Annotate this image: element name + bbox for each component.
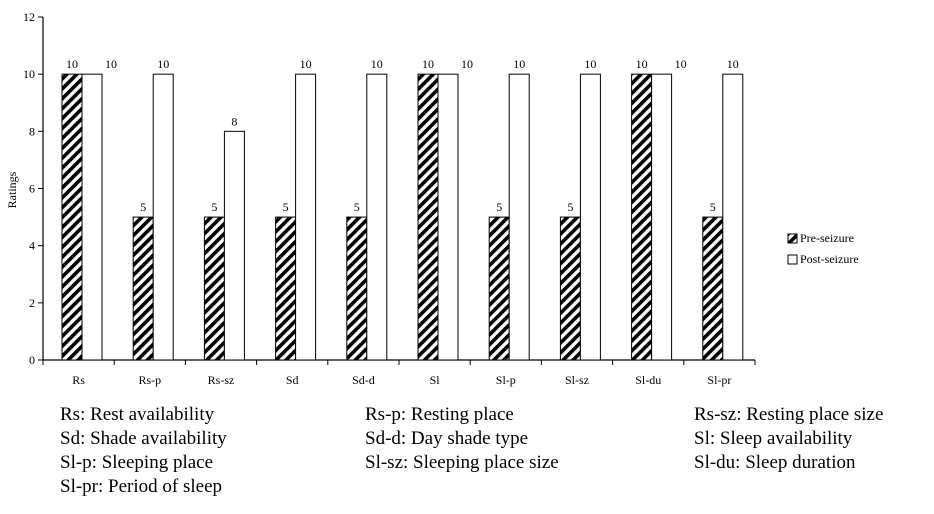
bar-pre-seizure — [417, 73, 439, 361]
abbrev-rs-sz: Rs-sz: Resting place size — [694, 404, 884, 425]
abbrev-sl-sz: Sl-sz: Sleeping place size — [365, 452, 559, 473]
x-tick-label: Rs-p — [138, 373, 161, 387]
y-tick-label: 4 — [29, 239, 35, 253]
bar-post-seizure — [579, 73, 601, 361]
data-label-post-seizure: 10 — [157, 57, 169, 71]
chart-legend: Pre-seizure Post-seizure — [787, 231, 859, 266]
y-tick-label: 0 — [29, 353, 35, 367]
bar-post-seizure — [81, 73, 103, 361]
data-label-pre-seizure: 5 — [496, 200, 502, 214]
bar-post-seizure — [366, 73, 388, 361]
bar-pre-seizure — [488, 216, 510, 361]
data-label-post-seizure: 8 — [231, 114, 237, 128]
data-label-pre-seizure: 5 — [211, 200, 217, 214]
y-tick-label: 6 — [29, 182, 35, 196]
bar-pre-seizure — [275, 216, 297, 361]
data-label-pre-seizure: 10 — [66, 57, 78, 71]
legend-swatch-post-seizure — [787, 254, 798, 265]
abbrev-sd-d: Sd-d: Day shade type — [365, 428, 529, 449]
x-tick-label: Sl-pr — [707, 373, 731, 387]
abbrev-sl-p: Sl-p: Sleeping place — [60, 452, 214, 473]
abbrev-sl: Sl: Sleep availability — [694, 428, 853, 449]
data-label-pre-seizure: 5 — [567, 200, 573, 214]
legend-label-pre-seizure: Pre-seizure — [800, 231, 854, 245]
bar-chart: 0 2 4 6 8 10 12 Rs Rs-p Rs-sz Sd Sd-d Sl Sl-p Sl-sz Sl-… — [5, 10, 859, 387]
data-label-post-seizure: 10 — [727, 57, 739, 71]
bar-pre-seizure — [631, 73, 653, 361]
bar-post-seizure — [651, 73, 673, 361]
bar-post-seizure — [722, 73, 744, 361]
bar-pre-seizure — [203, 216, 225, 361]
x-tick-label: Sd-d — [352, 373, 375, 387]
bar-pre-seizure — [61, 73, 83, 361]
bar-pre-seizure — [132, 216, 154, 361]
data-label-post-seizure: 10 — [300, 57, 312, 71]
legend-swatch-pre-seizure — [787, 233, 798, 244]
bar-post-seizure — [295, 73, 317, 361]
abbrev-sl-du: Sl-du: Sleep duration — [694, 452, 856, 473]
y-axis-label: Ratings — [5, 171, 19, 208]
data-label-pre-seizure: 5 — [283, 200, 289, 214]
abbrev-rs-p: Rs-p: Resting place — [365, 404, 514, 425]
data-label-pre-seizure: 10 — [636, 57, 648, 71]
data-label-pre-seizure: 5 — [710, 200, 716, 214]
abbrev-sl-pr: Sl-pr: Period of sleep — [60, 476, 223, 497]
x-tick-label: Sl-sz — [565, 373, 589, 387]
abbrev-sd: Sd: Shade availability — [60, 428, 227, 449]
data-label-post-seizure: 10 — [461, 57, 473, 71]
data-label-pre-seizure: 10 — [422, 57, 434, 71]
bar-post-seizure — [508, 73, 530, 361]
data-label-pre-seizure: 5 — [140, 200, 146, 214]
chart-data-labels: 10 10 5 10 5 8 5 10 5 10 10 10 5 10 5 10 10 10 5 10 — [66, 57, 739, 214]
bar-post-seizure — [437, 73, 459, 361]
y-tick-label: 2 — [29, 296, 35, 310]
x-tick-label: Sd — [286, 373, 299, 387]
bar-post-seizure — [152, 73, 174, 361]
data-label-post-seizure: 10 — [371, 57, 383, 71]
legend-label-post-seizure: Post-seizure — [800, 252, 859, 266]
y-tick-label: 10 — [23, 67, 35, 81]
bar-pre-seizure — [559, 216, 581, 361]
x-tick-label: Rs-sz — [208, 373, 235, 387]
data-label-post-seizure: 10 — [513, 57, 525, 71]
x-tick-label: Sl-du — [635, 373, 661, 387]
y-tick-label: 12 — [23, 10, 35, 24]
x-tick-label: Rs — [72, 373, 85, 387]
bar-post-seizure — [223, 130, 245, 361]
data-label-pre-seizure: 5 — [354, 200, 360, 214]
y-tick-label: 8 — [29, 124, 35, 138]
data-label-post-seizure: 10 — [675, 57, 687, 71]
x-tick-label: Sl-p — [496, 373, 516, 387]
x-tick-label: Sl — [430, 373, 441, 387]
data-label-post-seizure: 10 — [105, 57, 117, 71]
chart-bars — [61, 73, 744, 361]
abbrev-rs: Rs: Rest availability — [60, 404, 215, 425]
bar-pre-seizure — [702, 216, 724, 361]
data-label-post-seizure: 10 — [584, 57, 596, 71]
bar-pre-seizure — [346, 216, 368, 361]
